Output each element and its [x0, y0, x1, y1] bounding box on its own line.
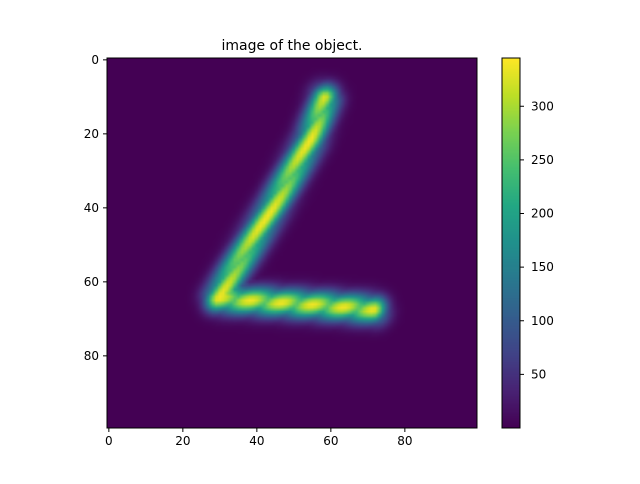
y-tick-label: 60	[84, 275, 99, 289]
colorbar	[502, 58, 520, 428]
y-tick-label: 80	[84, 349, 99, 363]
colorbar-tick-label: 250	[531, 153, 554, 167]
x-tick-label: 0	[105, 434, 113, 448]
colorbar-frame	[501, 57, 521, 429]
x-tick-label: 20	[175, 434, 190, 448]
y-axis-ticks: 0 20 40 60 80	[84, 53, 107, 363]
x-axis-ticks: 0 20 40 60 80	[105, 428, 412, 448]
colorbar-tick-label: 300	[531, 99, 554, 113]
plot-frame	[106, 57, 478, 429]
x-tick-label: 40	[249, 434, 264, 448]
colorbar-tick-label: 200	[531, 207, 554, 221]
y-tick-label: 20	[84, 127, 99, 141]
x-tick-label: 60	[323, 434, 338, 448]
chart-title: image of the object.	[221, 38, 362, 54]
y-tick-label: 0	[91, 53, 99, 67]
colorbar-tick-label: 100	[531, 314, 554, 328]
y-tick-label: 40	[84, 201, 99, 215]
heatmap-image	[107, 58, 477, 428]
colorbar-ticks: 50 100 150 200 250 300	[520, 99, 554, 381]
colorbar-tick-label: 150	[531, 260, 554, 274]
colorbar-tick-label: 50	[531, 367, 546, 381]
x-tick-label: 80	[397, 434, 412, 448]
